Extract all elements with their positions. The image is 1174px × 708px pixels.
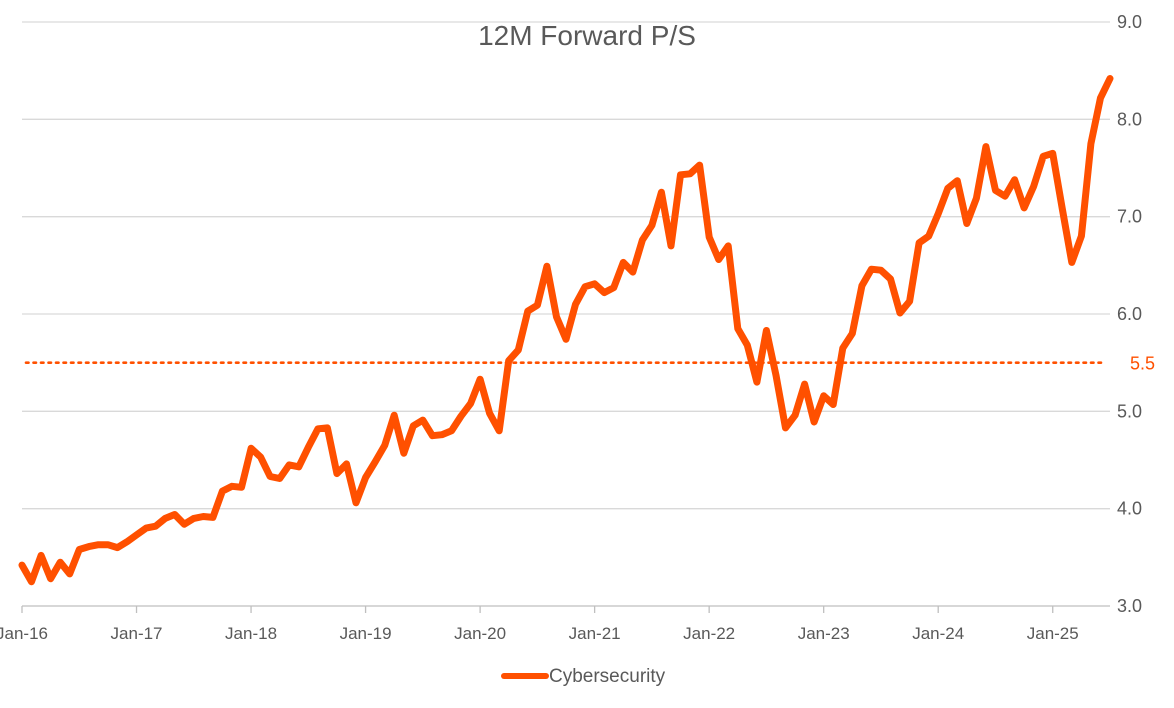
- series-line-cybersecurity: [18, 75, 1114, 586]
- gridlines: [22, 21, 1110, 510]
- x-axis-ticks: Jan-16 Jan-17 Jan-18 Jan-19 Jan-20 Jan-21 Jan-…: [0, 624, 1079, 643]
- reference-line-group: 5.5: [24, 354, 1155, 374]
- y-axis-ticks: 3.0 4.0 5.0 6.0 7.0 8.0 9.0: [1117, 12, 1142, 616]
- y-tick-label: 3.0: [1117, 596, 1142, 616]
- chart-title: 12M Forward P/S: [478, 20, 696, 51]
- legend: Cybersecurity: [501, 666, 666, 687]
- x-tick-label: Jan-17: [111, 624, 163, 643]
- x-tick-label: Jan-18: [225, 624, 277, 643]
- y-tick-label: 6.0: [1117, 304, 1142, 324]
- x-tick-label: Jan-20: [454, 624, 506, 643]
- x-tick-label: Jan-19: [340, 624, 392, 643]
- x-tick-label: Jan-21: [569, 624, 621, 643]
- x-tick-label: Jan-16: [0, 624, 48, 643]
- x-tick-label: Jan-24: [912, 624, 964, 643]
- reference-line-label: 5.5: [1130, 354, 1155, 374]
- y-tick-label: 7.0: [1117, 207, 1142, 227]
- x-axis: [21, 605, 1110, 613]
- y-tick-label: 4.0: [1117, 499, 1142, 519]
- legend-label: Cybersecurity: [549, 666, 666, 687]
- x-tick-label: Jan-22: [683, 624, 735, 643]
- y-tick-label: 5.0: [1117, 401, 1142, 421]
- y-tick-label: 9.0: [1117, 12, 1142, 32]
- x-tick-label: Jan-25: [1027, 624, 1079, 643]
- y-tick-label: 8.0: [1117, 109, 1142, 129]
- x-tick-label: Jan-23: [798, 624, 850, 643]
- series-layer: [18, 75, 1114, 586]
